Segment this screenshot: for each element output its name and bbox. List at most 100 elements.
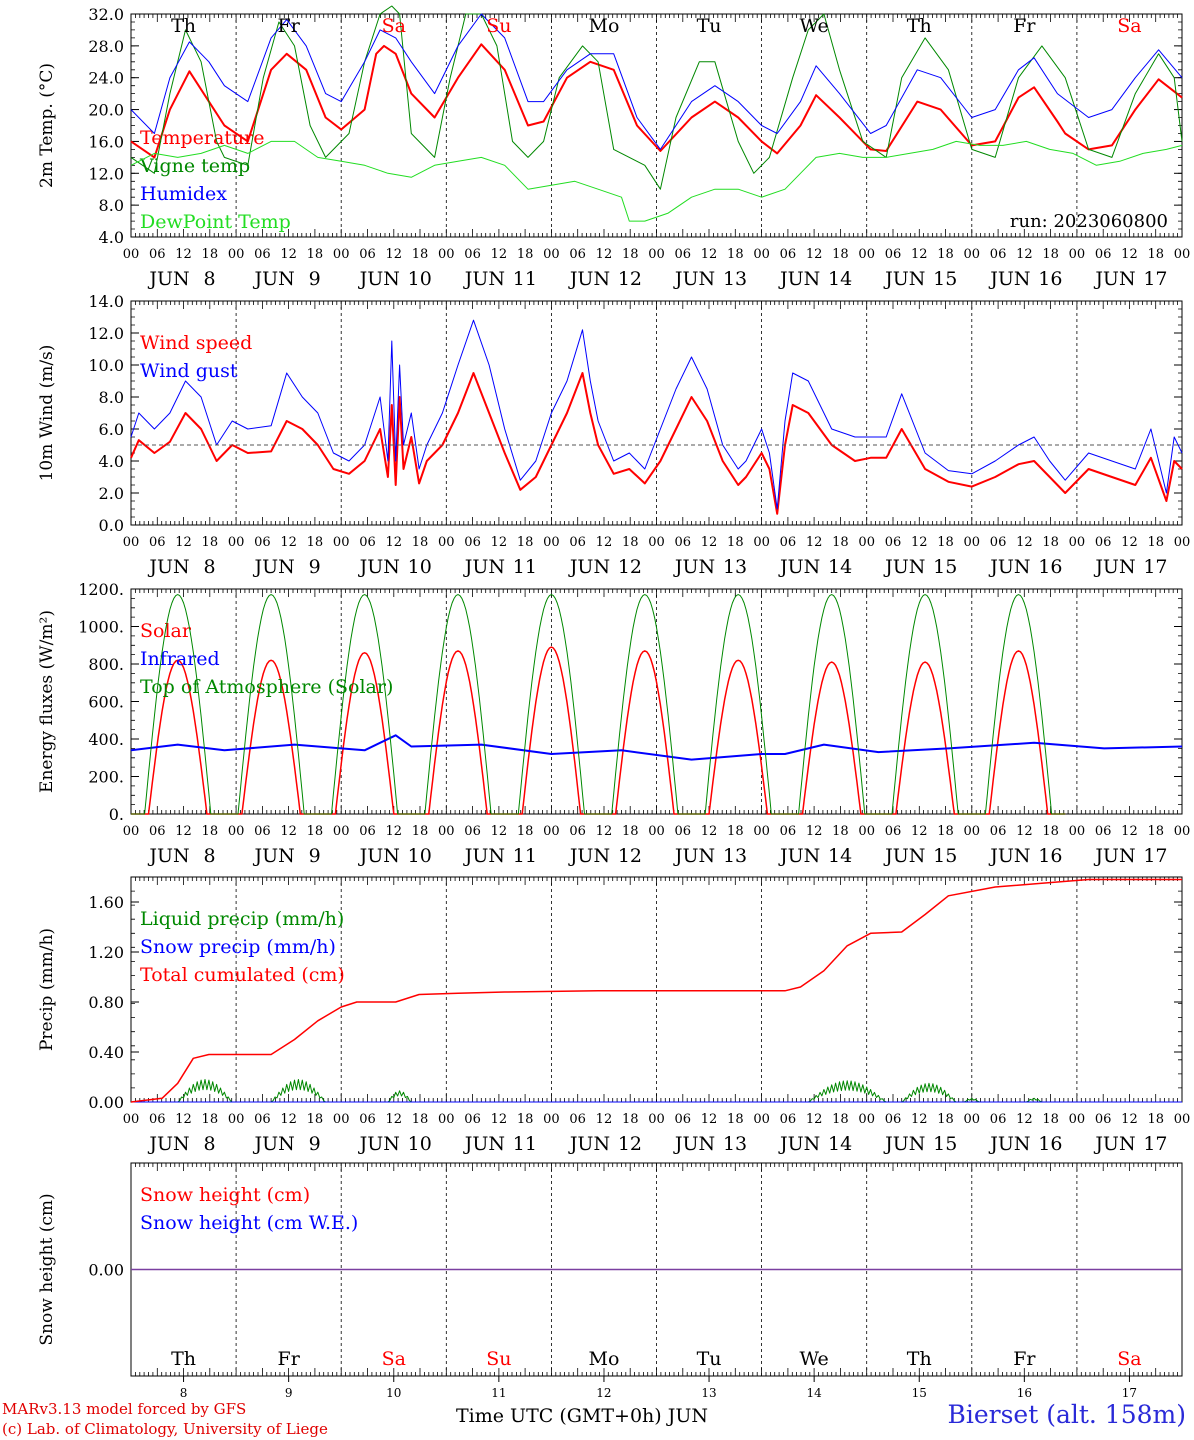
energy-hour-tick-label: 00 (858, 824, 875, 839)
2m-temp-ytick-label: 24.0 (88, 69, 124, 88)
weekday-top-label: Su (486, 15, 511, 37)
precip-hour-tick-label: 18 (517, 1112, 534, 1127)
weekday-bottom-label: Fr (278, 1348, 301, 1370)
snow-day-number: 8 (180, 1386, 188, 1400)
precip-month-label: JUN (147, 1133, 189, 1155)
precip-hour-tick-label: 00 (333, 1112, 350, 1127)
wind-legend-entry: Wind speed (140, 332, 252, 354)
weekday-bottom-label: Fr (1013, 1348, 1036, 1370)
2m-temp-hour-tick-label: 00 (753, 247, 770, 262)
wind-hour-tick-label: 18 (1042, 535, 1059, 550)
wind-hour-tick-label: 00 (753, 535, 770, 550)
2m-temp-hour-tick-label: 18 (832, 247, 849, 262)
weekday-top-label: Tu (697, 15, 722, 37)
precip-hour-tick-label: 12 (596, 1112, 613, 1127)
2m-temp-hour-tick-label: 06 (359, 247, 376, 262)
2m-temp-series-humidex (130, 13, 1183, 150)
precip-series-total-cumulated-cm- (130, 878, 1182, 1103)
energy-hour-tick-label: 18 (832, 824, 849, 839)
precip-hour-tick-label: 06 (254, 1112, 271, 1127)
weekday-top-label: Sa (1117, 15, 1141, 37)
wind-hour-tick-label: 06 (149, 535, 166, 550)
energy-day-label: 11 (513, 845, 537, 867)
2m-temp-legend-entry: Humidex (140, 183, 227, 205)
2m-temp-series-vigne-temp (130, 5, 1183, 190)
snow-time-ticks (130, 1163, 1183, 1376)
precip-ytick-label: 0.40 (88, 1043, 124, 1062)
energy-hour-tick-label: 12 (701, 824, 718, 839)
wind-hour-tick-label: 18 (1147, 535, 1164, 550)
2m-temp-month-label: JUN (1093, 268, 1135, 290)
wind-hour-tick-label: 12 (175, 535, 192, 550)
2m-temp-hour-tick-label: 12 (806, 247, 823, 262)
2m-temp-month-label: JUN (253, 268, 295, 290)
snow-legend-entry: Snow height (cm W.E.) (140, 1212, 358, 1234)
weekday-top-label: Sa (382, 15, 406, 37)
energy-hour-tick-label: 18 (307, 824, 324, 839)
wind-hour-tick-label: 18 (622, 535, 639, 550)
energy-hour-tick-label: 00 (1174, 824, 1191, 839)
precip-hour-tick-label: 06 (1095, 1112, 1112, 1127)
2m-temp-hour-tick-label: 12 (911, 247, 928, 262)
weekday-top-label: Fr (1013, 15, 1036, 37)
2m-temp-hour-tick-label: 00 (228, 247, 245, 262)
2m-temp-ytick-label: 4.0 (99, 228, 124, 247)
wind-hour-tick-label: 00 (543, 535, 560, 550)
energy-legend-entry: Solar (140, 620, 192, 642)
2m-temp-frame (130, 13, 1183, 238)
precip-day-label: 14 (828, 1133, 852, 1155)
panel-wind: 0.0 2.0 4.0 6.0 8.0 10.0 12.0 14.0 10m Wind (m/s… (37, 292, 1190, 578)
energy-hour-tick-label: 18 (202, 824, 219, 839)
2m-temp-day-label: 14 (828, 268, 852, 290)
wind-hour-tick-label: 00 (1174, 535, 1191, 550)
wind-hour-tick-label: 12 (491, 535, 508, 550)
energy-month-label: JUN (253, 845, 295, 867)
precip-month-label: JUN (778, 1133, 820, 1155)
2m-temp-hour-tick-label: 18 (1042, 247, 1059, 262)
2m-temp-month-label: JUN (568, 268, 610, 290)
2m-temp-series-temperature (130, 43, 1183, 159)
energy-hour-tick-label: 00 (438, 824, 455, 839)
wind-month-label: JUN (358, 556, 400, 578)
2m-temp-month-label: JUN (358, 268, 400, 290)
wind-ytick-label: 4.0 (99, 452, 124, 471)
wind-ytick-label: 6.0 (99, 420, 124, 439)
weekday-bottom-label: Sa (382, 1348, 406, 1370)
2m-temp-legend-entry: DewPoint Temp (140, 211, 291, 233)
precip-hour-tick-label: 06 (675, 1112, 692, 1127)
precip-day-label: 15 (933, 1133, 957, 1155)
2m-temp-hour-tick-label: 06 (464, 247, 481, 262)
station-name: Bierset (alt. 158m) (947, 1400, 1186, 1429)
2m-temp-hour-tick-label: 00 (858, 247, 875, 262)
snow-day-number: 9 (285, 1386, 293, 1400)
wind-legend-entry: Wind gust (140, 360, 238, 382)
2m-temp-day-label: 11 (513, 268, 537, 290)
wind-hour-tick-label: 06 (254, 535, 271, 550)
wind-hour-tick-label: 00 (228, 535, 245, 550)
weekday-bottom-label: Sa (1117, 1348, 1141, 1370)
wind-hour-tick-label: 18 (307, 535, 324, 550)
wind-hour-tick-label: 06 (990, 535, 1007, 550)
precip-time-ticks (130, 877, 1183, 1102)
snow-day-number: 10 (386, 1386, 401, 1400)
precip-hour-tick-label: 00 (753, 1112, 770, 1127)
2m-temp-month-label: JUN (988, 268, 1030, 290)
2m-temp-day-label: 8 (204, 268, 216, 290)
wind-hour-tick-label: 18 (202, 535, 219, 550)
2m-temp-hour-tick-label: 18 (937, 247, 954, 262)
wind-month-label: JUN (778, 556, 820, 578)
wind-month-label: JUN (883, 556, 925, 578)
weekday-top-label: Fr (278, 15, 301, 37)
precip-hour-tick-label: 00 (1069, 1112, 1086, 1127)
precip-day-label: 17 (1143, 1133, 1167, 1155)
2m-temp-hour-tick-label: 00 (1174, 247, 1191, 262)
wind-ytick-minor (131, 300, 1182, 526)
panel-2m-temp: 4.0 8.0 12.0 16.0 20.0 24.0 28.0 32.0 2m Temp. (… (37, 5, 1190, 290)
2m-temp-hour-tick-label: 06 (780, 247, 797, 262)
precip-hour-tick-label: 18 (307, 1112, 324, 1127)
wind-hour-tick-label: 18 (517, 535, 534, 550)
wind-month-label: JUN (147, 556, 189, 578)
2m-temp-ytick-label: 12.0 (88, 164, 124, 183)
2m-temp-hour-tick-label: 12 (491, 247, 508, 262)
2m-temp-hour-tick-label: 00 (648, 247, 665, 262)
